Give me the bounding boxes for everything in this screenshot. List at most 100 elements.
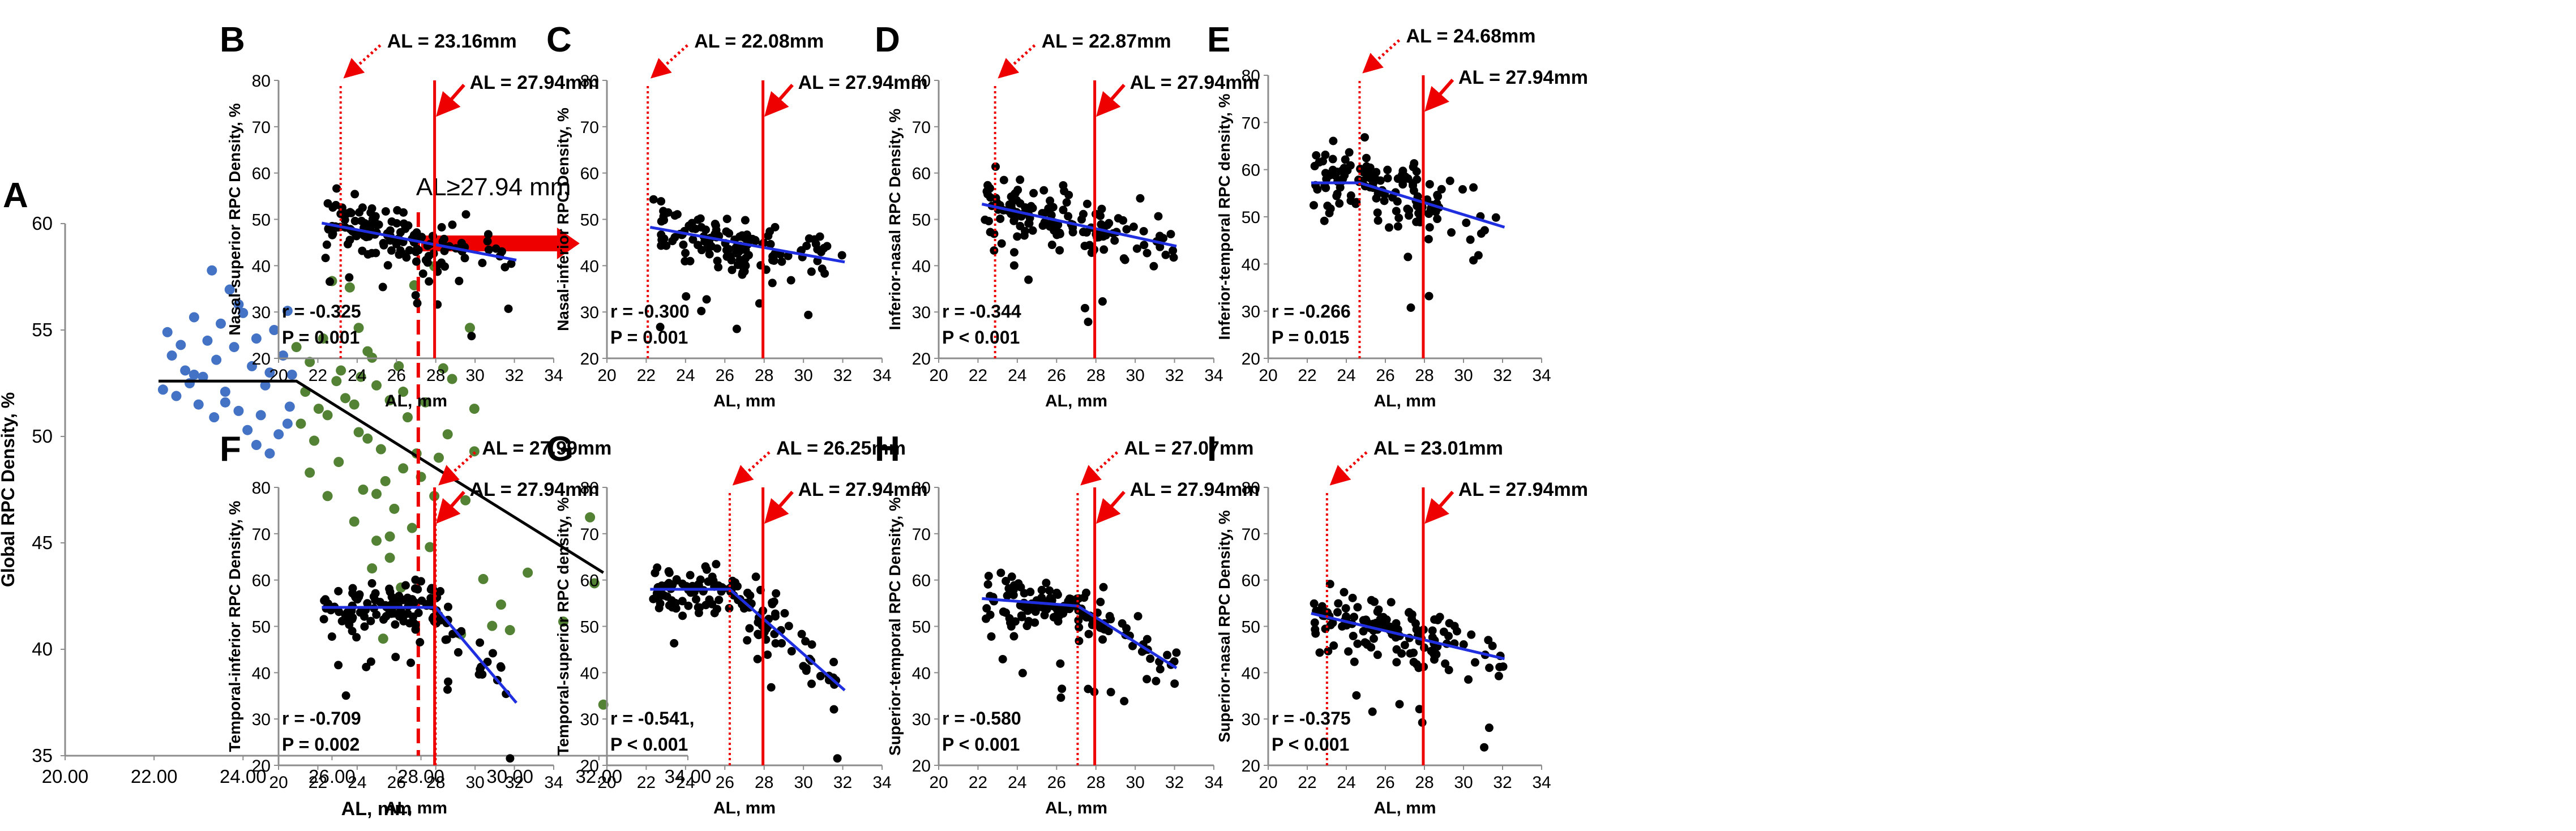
panel-letter-c: C bbox=[546, 20, 572, 59]
data-point bbox=[660, 591, 669, 600]
y-axis-label: Inferior-temporal RPC density, % bbox=[1216, 93, 1233, 340]
y-tick-label: 70 bbox=[912, 525, 931, 544]
data-point bbox=[448, 220, 457, 229]
data-point bbox=[391, 620, 400, 629]
data-point bbox=[1447, 228, 1456, 237]
data-point bbox=[327, 632, 336, 641]
data-point bbox=[352, 232, 361, 241]
data-point bbox=[784, 622, 793, 631]
data-point bbox=[414, 246, 423, 255]
x-tick-label: 34.00 bbox=[665, 766, 712, 787]
x-tick-label: 24 bbox=[676, 773, 695, 792]
data-point bbox=[320, 596, 329, 605]
data-point bbox=[410, 584, 420, 593]
data-point bbox=[1484, 723, 1494, 733]
data-point bbox=[382, 612, 391, 621]
y-tick-label: 30 bbox=[1242, 710, 1260, 729]
r-value: r = -0.709 bbox=[282, 708, 361, 729]
data-point bbox=[455, 276, 464, 285]
y-tick-label: 80 bbox=[1242, 67, 1260, 85]
r-value: r = -0.300 bbox=[610, 301, 690, 322]
data-point bbox=[282, 306, 293, 316]
data-point bbox=[681, 249, 690, 258]
data-point bbox=[771, 639, 780, 648]
y-tick-label: 80 bbox=[1242, 479, 1260, 498]
data-point bbox=[815, 232, 824, 241]
data-point bbox=[1350, 657, 1359, 666]
data-point bbox=[411, 291, 420, 300]
x-tick-label: 26 bbox=[1376, 366, 1394, 385]
data-point bbox=[1320, 216, 1329, 225]
data-point bbox=[356, 371, 366, 382]
x-tick-label: 26 bbox=[387, 366, 406, 385]
threshold-annotation: AL≥27.94 mm bbox=[416, 173, 571, 201]
data-point bbox=[1409, 657, 1418, 666]
data-point bbox=[309, 435, 319, 446]
y-tick-label: 60 bbox=[580, 572, 599, 590]
data-point bbox=[670, 639, 679, 648]
data-point bbox=[1499, 662, 1508, 671]
y-tick-label: 30 bbox=[1242, 303, 1260, 322]
data-point bbox=[1459, 640, 1468, 649]
x-tick-label: 24.00 bbox=[220, 766, 267, 787]
data-point bbox=[478, 573, 489, 584]
data-point bbox=[668, 237, 677, 246]
data-point bbox=[389, 503, 400, 514]
x-tick-label: 32 bbox=[505, 773, 524, 792]
data-point bbox=[1321, 183, 1330, 192]
data-point bbox=[1156, 242, 1165, 251]
data-point bbox=[1096, 597, 1105, 606]
data-point bbox=[437, 223, 446, 232]
data-point bbox=[1172, 648, 1181, 657]
data-point bbox=[1059, 181, 1068, 190]
data-point bbox=[224, 284, 235, 295]
data-point bbox=[1362, 165, 1371, 174]
data-point bbox=[1405, 608, 1414, 617]
data-point bbox=[380, 476, 391, 486]
x-tick-label: 26 bbox=[716, 773, 734, 792]
data-point bbox=[714, 263, 723, 272]
data-point bbox=[523, 567, 533, 578]
data-point bbox=[1064, 190, 1073, 199]
data-point bbox=[381, 207, 390, 216]
data-point bbox=[411, 575, 420, 584]
data-point bbox=[1469, 183, 1478, 192]
data-point bbox=[1445, 619, 1454, 628]
data-point bbox=[322, 491, 333, 502]
data-point bbox=[1395, 700, 1404, 709]
data-point bbox=[483, 230, 493, 239]
data-point bbox=[507, 259, 516, 268]
data-point bbox=[833, 754, 842, 763]
threshold-arrow bbox=[651, 44, 688, 79]
x-tick-label: 26 bbox=[387, 773, 406, 792]
y-tick-label: 30 bbox=[580, 303, 599, 322]
data-point bbox=[1376, 615, 1385, 624]
data-point bbox=[722, 215, 731, 224]
data-point bbox=[399, 208, 408, 217]
y-tick-label: 40 bbox=[252, 664, 271, 683]
data-point bbox=[981, 215, 990, 224]
data-point bbox=[1129, 222, 1138, 232]
data-point bbox=[1383, 165, 1392, 174]
data-point bbox=[667, 580, 676, 589]
panel-i: I 20 22 24 26 28 30 32 34 20 30 40 50 60 70 80 AL, mm Sup… bbox=[1207, 430, 1588, 817]
data-point bbox=[1058, 684, 1067, 693]
data-point bbox=[713, 244, 722, 253]
data-point bbox=[1432, 650, 1441, 659]
data-point bbox=[1119, 254, 1128, 263]
data-point bbox=[251, 440, 262, 451]
data-point bbox=[198, 371, 208, 382]
x-axis-label: AL, mm bbox=[341, 798, 412, 820]
data-point bbox=[282, 418, 293, 429]
y-axis-label: Nasal-superior RPC Density, % bbox=[226, 103, 243, 335]
data-point bbox=[189, 312, 199, 323]
x-tick-label: 28 bbox=[755, 366, 773, 385]
panel-letter-b: B bbox=[220, 20, 245, 59]
panel-letter-f: F bbox=[220, 430, 241, 469]
data-point bbox=[1098, 297, 1107, 306]
marker-arrow bbox=[764, 84, 794, 117]
marker-label: AL = 27.94mm bbox=[1458, 479, 1588, 500]
data-point bbox=[1414, 209, 1423, 218]
data-point bbox=[1346, 191, 1355, 200]
data-point bbox=[255, 410, 266, 421]
